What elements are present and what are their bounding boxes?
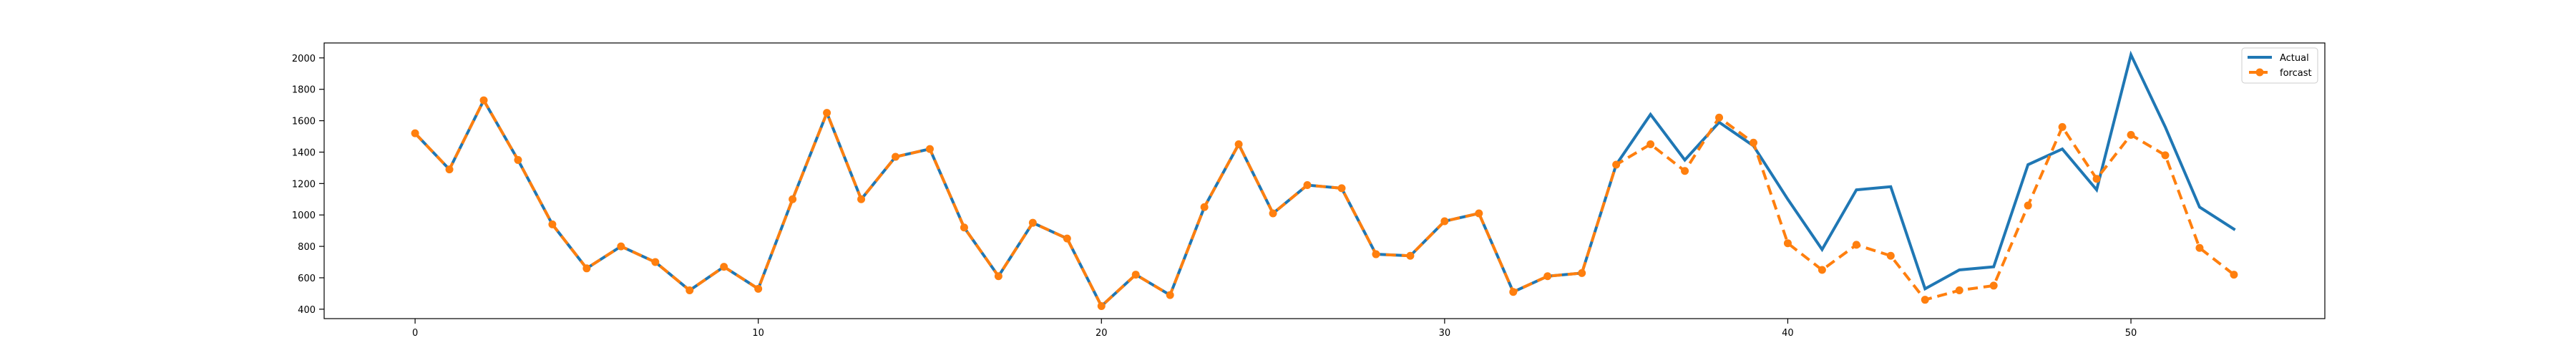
point-forcast-3 (514, 155, 522, 164)
point-forcast-28 (1372, 250, 1380, 258)
legend-actual-label: Actual (2280, 53, 2309, 64)
point-forcast-44 (1921, 296, 1929, 304)
y-tick-label-400: 400 (298, 305, 316, 316)
point-forcast-42 (1852, 241, 1860, 249)
point-forcast-10 (754, 284, 763, 293)
point-forcast-5 (582, 264, 591, 273)
point-forcast-22 (1166, 291, 1174, 299)
point-forcast-30 (1440, 217, 1449, 226)
point-forcast-17 (994, 272, 1002, 281)
point-forcast-2 (479, 96, 488, 105)
point-forcast-52 (2195, 243, 2204, 252)
x-tick-label-50: 50 (2125, 328, 2137, 339)
point-forcast-23 (1200, 203, 1209, 211)
y-tick-label-1800: 1800 (292, 85, 316, 96)
point-forcast-41 (1818, 266, 1826, 274)
point-forcast-31 (1475, 209, 1483, 218)
point-forcast-50 (2127, 130, 2135, 139)
y-axis: 400 600 800 1000 1200 1400 1600 1800 2000 (292, 54, 324, 316)
x-tick-label-0: 0 (412, 328, 418, 339)
point-forcast-48 (2058, 122, 2067, 131)
point-forcast-45 (1955, 286, 1963, 295)
point-forcast-26 (1303, 181, 1312, 190)
point-forcast-25 (1269, 209, 1277, 218)
point-forcast-47 (2024, 201, 2032, 210)
point-forcast-16 (960, 223, 968, 232)
y-tick-label-600: 600 (298, 274, 316, 284)
series-line-forcast (414, 97, 2235, 309)
legend: Actual forcast (2241, 47, 2318, 84)
point-forcast-46 (1989, 281, 1998, 290)
y-tick-label-2000: 2000 (292, 54, 316, 64)
y-tick-label-800: 800 (298, 242, 316, 253)
y-tick-label-1200: 1200 (292, 179, 316, 190)
point-forcast-53 (2230, 271, 2238, 279)
x-tick-label-10: 10 (752, 328, 764, 339)
y-tick-label-1400: 1400 (292, 147, 316, 158)
point-forcast-9 (720, 263, 728, 271)
point-forcast-29 (1406, 251, 1415, 260)
point-forcast-24 (1234, 140, 1243, 148)
point-forcast-20 (1097, 301, 1106, 310)
series-layer (411, 50, 2238, 310)
point-forcast-36 (1646, 140, 1655, 148)
legend-forcast-label: forcast (2280, 68, 2312, 79)
point-forcast-27 (1337, 184, 1346, 193)
y-tick-label-1600: 1600 (292, 117, 316, 127)
point-forcast-4 (548, 220, 557, 228)
y-tick-label-1000: 1000 (292, 211, 316, 221)
legend-forcast-marker (2255, 68, 2264, 77)
point-forcast-14 (892, 153, 900, 161)
point-forcast-8 (686, 286, 694, 295)
point-forcast-40 (1783, 239, 1792, 248)
point-forcast-35 (1612, 160, 1621, 169)
point-forcast-39 (1749, 138, 1757, 147)
point-forcast-43 (1886, 251, 1895, 260)
point-forcast-6 (617, 242, 625, 251)
point-forcast-34 (1578, 268, 1586, 277)
point-forcast-13 (857, 195, 866, 203)
point-forcast-11 (789, 195, 797, 203)
x-tick-label-40: 40 (1782, 328, 1794, 339)
point-forcast-15 (925, 145, 934, 153)
x-axis: 0 10 20 30 40 50 (412, 319, 2137, 339)
point-forcast-18 (1028, 218, 1037, 227)
point-forcast-0 (411, 129, 419, 137)
point-forcast-19 (1063, 234, 1071, 243)
point-forcast-12 (823, 109, 831, 117)
plot-frame (323, 42, 2326, 319)
point-forcast-33 (1543, 272, 1552, 281)
point-forcast-38 (1715, 113, 1724, 122)
point-forcast-21 (1131, 271, 1140, 279)
point-forcast-51 (2161, 151, 2170, 160)
point-forcast-32 (1509, 288, 1518, 296)
x-tick-label-30: 30 (1439, 328, 1451, 339)
point-forcast-7 (651, 258, 660, 266)
series-forcast (411, 96, 2238, 310)
point-forcast-1 (445, 165, 454, 174)
point-forcast-37 (1681, 167, 1689, 175)
x-tick-label-20: 20 (1096, 328, 1108, 339)
point-forcast-49 (2092, 175, 2101, 183)
